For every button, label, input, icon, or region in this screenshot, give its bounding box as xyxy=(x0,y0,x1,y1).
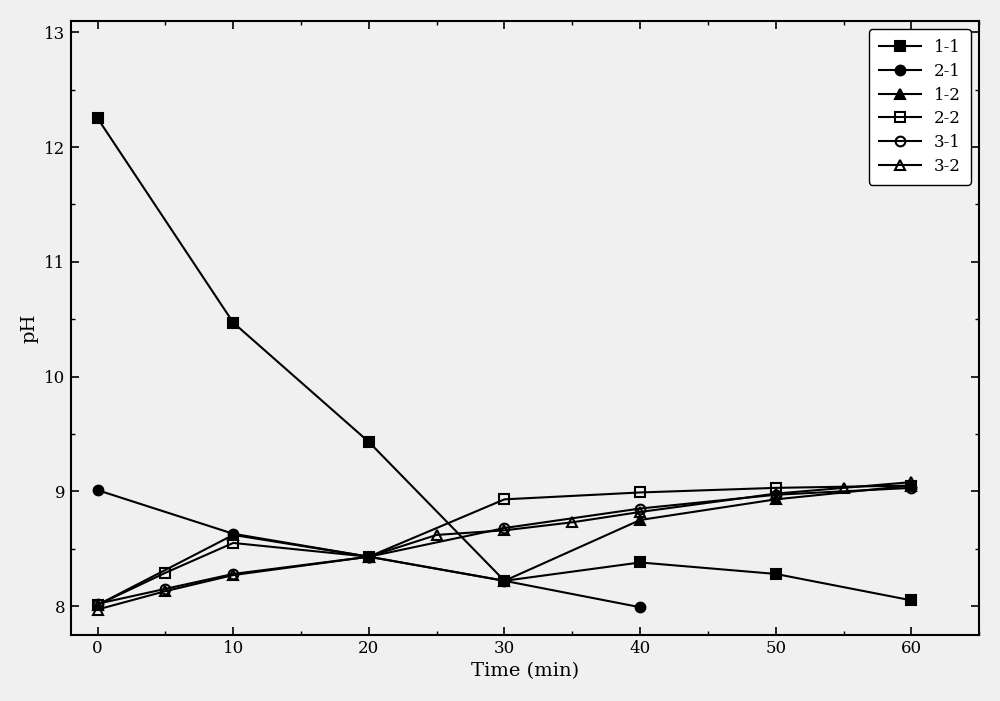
3-2 xyxy=(770,489,782,498)
Line: 1-2: 1-2 xyxy=(93,481,916,610)
2-2 xyxy=(159,569,171,577)
2-1 xyxy=(498,577,510,585)
3-1 xyxy=(634,504,646,512)
Legend: 1-1, 2-1, 1-2, 2-2, 3-1, 3-2: 1-1, 2-1, 1-2, 2-2, 3-1, 3-2 xyxy=(869,29,971,184)
3-1 xyxy=(905,484,917,492)
1-1 xyxy=(498,577,510,585)
3-1 xyxy=(770,491,782,499)
3-2 xyxy=(634,508,646,516)
1-2 xyxy=(92,601,104,609)
1-2 xyxy=(634,516,646,524)
2-1 xyxy=(227,529,239,538)
1-2 xyxy=(227,531,239,539)
1-1 xyxy=(92,114,104,123)
2-2 xyxy=(92,601,104,609)
1-2 xyxy=(363,552,375,561)
1-1 xyxy=(363,437,375,446)
1-2 xyxy=(905,482,917,490)
2-2 xyxy=(905,482,917,490)
Line: 1-1: 1-1 xyxy=(93,114,916,605)
3-2 xyxy=(227,571,239,579)
2-1 xyxy=(92,486,104,494)
Line: 2-1: 2-1 xyxy=(93,485,645,612)
2-2 xyxy=(363,552,375,561)
1-1 xyxy=(227,318,239,327)
3-2 xyxy=(431,531,443,539)
1-1 xyxy=(634,558,646,566)
3-2 xyxy=(566,518,578,526)
2-1 xyxy=(634,603,646,611)
1-1 xyxy=(770,570,782,578)
2-2 xyxy=(227,539,239,547)
2-2 xyxy=(498,495,510,503)
1-1 xyxy=(905,596,917,604)
1-2 xyxy=(770,495,782,503)
2-2 xyxy=(770,484,782,492)
3-1 xyxy=(363,552,375,561)
3-2 xyxy=(363,552,375,561)
3-1 xyxy=(227,570,239,578)
Line: 2-2: 2-2 xyxy=(93,481,916,610)
3-2 xyxy=(159,587,171,595)
Line: 3-2: 3-2 xyxy=(93,477,916,614)
3-2 xyxy=(92,605,104,613)
3-1 xyxy=(498,524,510,532)
3-1 xyxy=(159,585,171,593)
2-2 xyxy=(634,489,646,497)
1-2 xyxy=(498,577,510,585)
3-2 xyxy=(498,526,510,535)
3-2 xyxy=(838,484,850,492)
Y-axis label: pH: pH xyxy=(21,313,39,343)
X-axis label: Time (min): Time (min) xyxy=(471,662,579,680)
Line: 3-1: 3-1 xyxy=(93,483,916,608)
3-2 xyxy=(905,478,917,486)
3-1 xyxy=(92,599,104,608)
2-1 xyxy=(363,552,375,561)
